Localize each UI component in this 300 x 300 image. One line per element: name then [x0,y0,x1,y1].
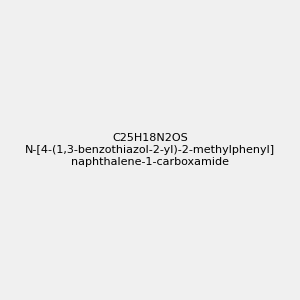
Text: C25H18N2OS
N-[4-(1,3-benzothiazol-2-yl)-2-methylphenyl]
naphthalene-1-carboxamid: C25H18N2OS N-[4-(1,3-benzothiazol-2-yl)-… [25,134,275,166]
